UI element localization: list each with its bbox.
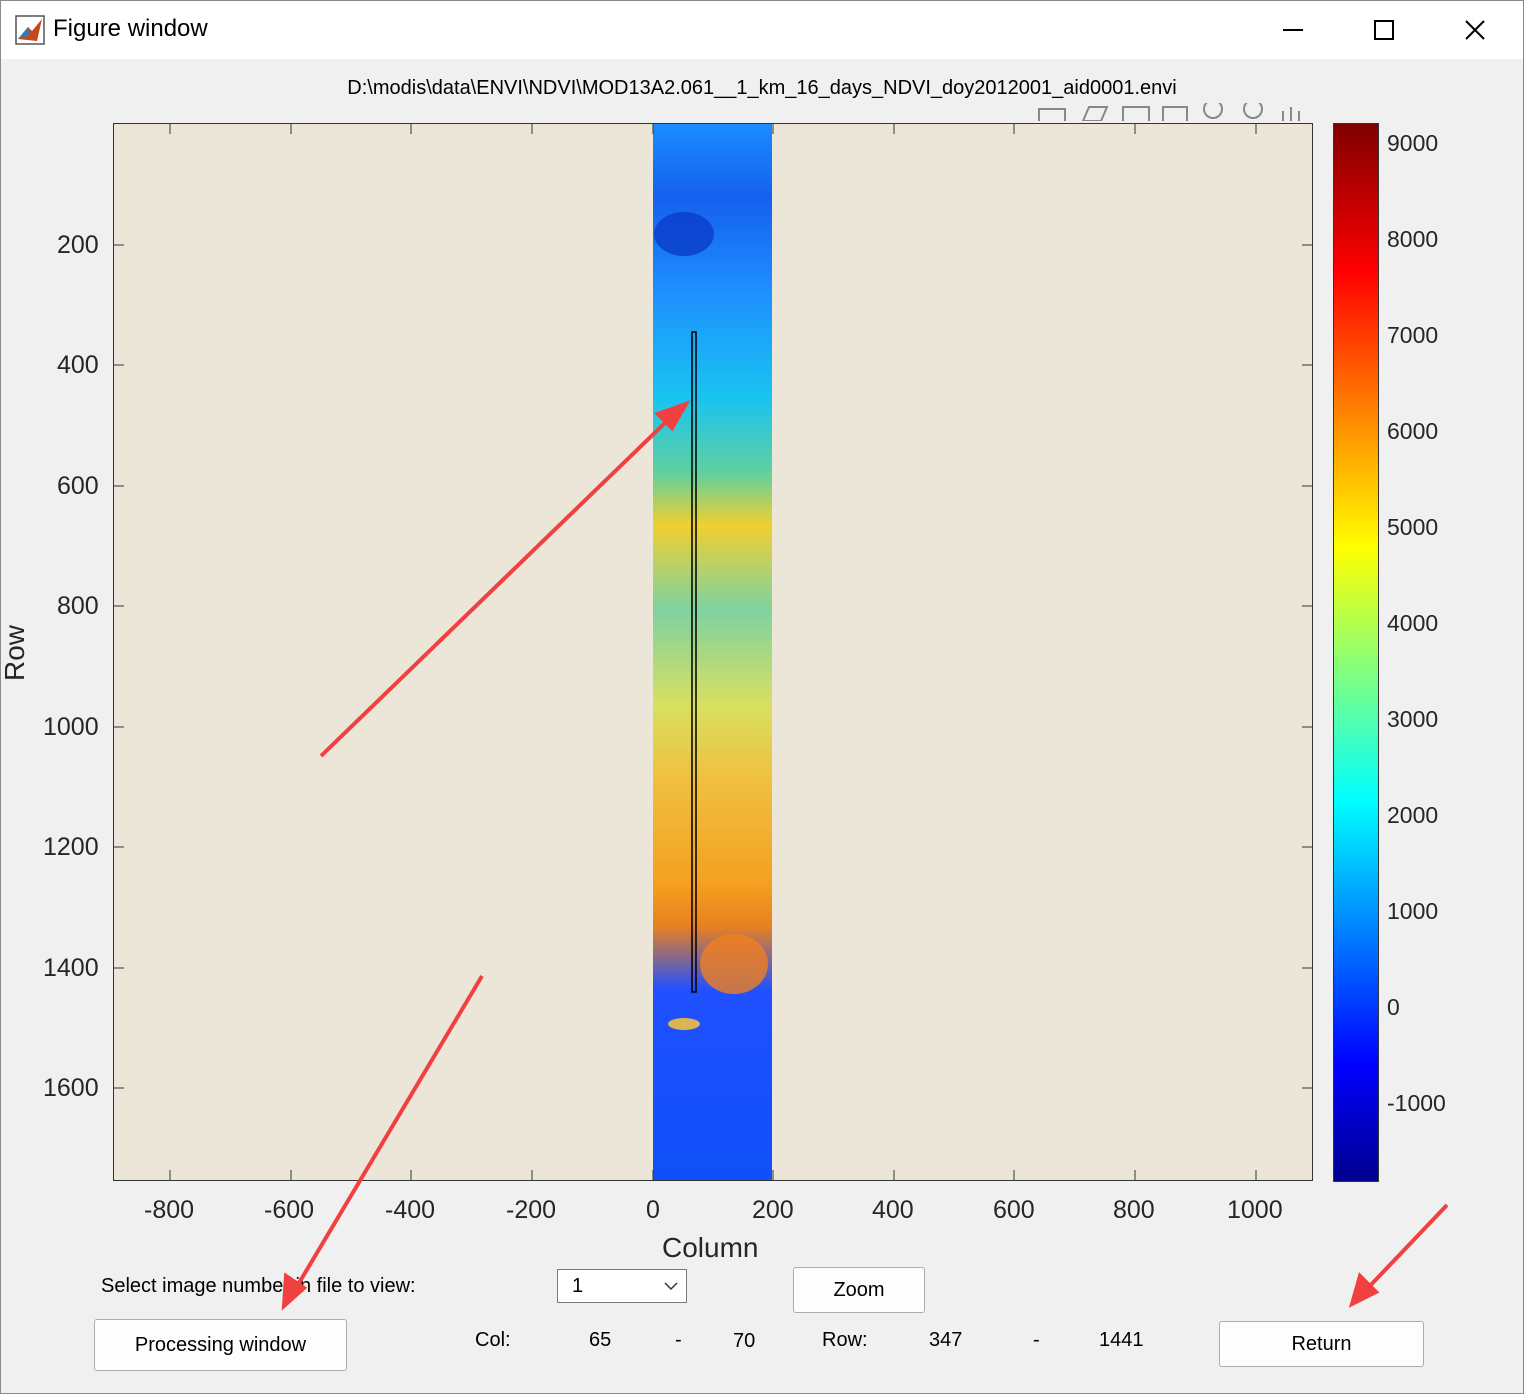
row-from-value: 347 [929, 1329, 963, 1351]
y-tick-label: 1000 [43, 713, 99, 741]
y-tick-label: 600 [57, 472, 99, 500]
y-tick-label: 800 [57, 592, 99, 620]
colorbar-tick-label: -1000 [1387, 1090, 1446, 1116]
y-tick-label: 1200 [43, 833, 99, 861]
row-label: Row: [822, 1329, 868, 1351]
home-icon [1282, 107, 1300, 121]
title-bar: Figure window [1, 1, 1523, 59]
zoom-in-icon [1203, 103, 1223, 119]
x-tick-label: -400 [385, 1196, 436, 1224]
pan-icon [1162, 106, 1188, 121]
vegetation-patch [668, 1018, 700, 1030]
minimize-button[interactable] [1247, 1, 1339, 59]
export-icon [1038, 108, 1066, 121]
water-body [654, 212, 714, 256]
vegetation-patch [700, 934, 768, 994]
selection-rectangle [691, 331, 697, 993]
chevron-down-icon [664, 1282, 678, 1291]
y-axis-label: Row [0, 624, 31, 682]
ndvi-image-plot [114, 124, 1312, 1180]
colorbar-tick-label: 8000 [1387, 226, 1439, 252]
y-tick-label: 400 [57, 351, 99, 379]
x-axis-label: Column [662, 1232, 759, 1263]
colorbar-tick-label: 3000 [1387, 706, 1439, 732]
matlab-icon [15, 15, 45, 45]
colorbar-tick-label: 7000 [1387, 322, 1439, 348]
zoom-out-icon [1243, 103, 1263, 119]
colorbar-tick-label: 5000 [1387, 514, 1439, 540]
processing-window-button[interactable]: Processing window [94, 1319, 347, 1371]
image-axes[interactable] [113, 123, 1313, 1181]
colorbar-tick-label: 9000 [1387, 130, 1439, 156]
image-filepath-title: D:\modis\data\ENVI\NDVI\MOD13A2.061__1_k… [347, 77, 1177, 99]
minimize-icon [1283, 29, 1303, 31]
x-tick-label: -200 [506, 1196, 557, 1224]
colorbar-tick-label: 2000 [1387, 802, 1439, 828]
colorbar-tick-label: 1000 [1387, 898, 1439, 924]
axes-toolbar[interactable] [1037, 103, 1307, 121]
window-title: Figure window [53, 15, 208, 42]
brush-icon [1081, 106, 1109, 121]
y-tick-label: 1400 [43, 954, 99, 982]
image-number-select[interactable]: 1 [557, 1269, 687, 1303]
colorbar[interactable] [1333, 123, 1379, 1182]
colorbar-tick-label: 4000 [1387, 610, 1439, 636]
col-from-value: 65 [589, 1329, 612, 1351]
x-tick-label: 600 [993, 1196, 1035, 1224]
x-tick-label: -800 [144, 1196, 195, 1224]
col-dash: - [675, 1329, 682, 1351]
close-button[interactable] [1429, 1, 1521, 59]
col-to-value: 70 [733, 1330, 756, 1352]
image-number-value: 1 [572, 1275, 584, 1297]
x-tick-label: 800 [1113, 1196, 1155, 1224]
x-tick-label: -600 [264, 1196, 315, 1224]
axis-ticks [114, 124, 1312, 1180]
datatip-icon [1122, 106, 1150, 121]
x-tick-label: 0 [646, 1196, 660, 1224]
x-tick-label: 400 [872, 1196, 914, 1224]
colorbar-tick-label: 6000 [1387, 418, 1439, 444]
x-tick-label: 200 [752, 1196, 794, 1224]
col-label: Col: [475, 1329, 511, 1351]
row-to-value: 1441 [1099, 1329, 1144, 1351]
maximize-icon [1374, 20, 1394, 40]
select-image-label: Select image number in file to view: [101, 1275, 416, 1297]
x-tick-label: 1000 [1227, 1196, 1283, 1224]
y-tick-label: 200 [57, 231, 99, 259]
close-icon [1465, 20, 1485, 40]
ndvi-image-strip [653, 124, 772, 1180]
zoom-button[interactable]: Zoom [793, 1267, 925, 1313]
return-button[interactable]: Return [1219, 1321, 1424, 1367]
colorbar-tick-label: 0 [1387, 994, 1400, 1020]
row-dash: - [1033, 1329, 1040, 1351]
y-tick-label: 1600 [43, 1074, 99, 1102]
maximize-button[interactable] [1338, 1, 1430, 59]
